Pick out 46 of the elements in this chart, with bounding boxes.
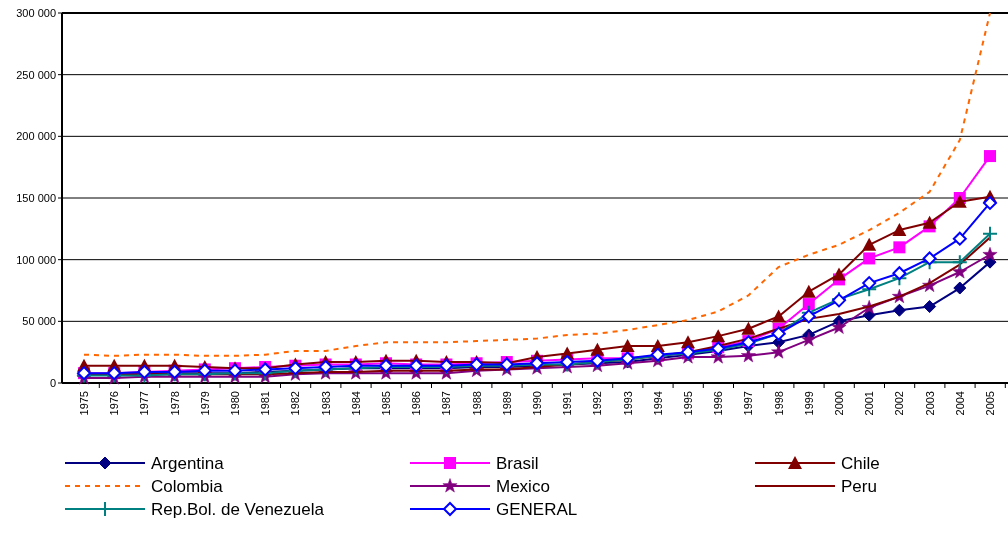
x-tick-label: 2000 [833, 391, 845, 416]
x-tick-label: 1983 [319, 391, 332, 416]
legend-label: Mexico [496, 476, 550, 496]
legend-label: GENERAL [496, 499, 578, 519]
y-tick-label: 0 [49, 376, 56, 389]
y-tick-label: 150 000 [16, 191, 56, 204]
x-tick-label: 1988 [470, 391, 483, 416]
x-tick-label: 1993 [621, 391, 634, 416]
y-tick-label: 50 000 [22, 315, 56, 328]
x-tick-label: 2004 [953, 391, 966, 416]
legend-label: Brasil [496, 453, 539, 473]
x-tick-label: 1986 [410, 391, 423, 416]
legend-label: Rep.Bol. de Venezuela [151, 499, 325, 519]
y-tick-label: 250 000 [16, 68, 56, 81]
legend-label: Colombia [151, 476, 224, 496]
y-tick-label: 200 000 [16, 130, 56, 143]
x-tick-label: 1991 [561, 391, 574, 416]
x-tick-label: 1981 [259, 391, 272, 416]
x-tick-label: 1990 [531, 391, 543, 416]
x-tick-label: 1984 [349, 391, 362, 416]
x-tick-label: 1999 [802, 391, 815, 416]
x-tick-label: 1982 [289, 391, 302, 416]
x-tick-label: 1978 [168, 391, 181, 416]
x-tick-label: 2003 [923, 391, 936, 416]
legend-label: Argentina [151, 453, 225, 473]
x-tick-label: 2001 [863, 391, 876, 416]
x-tick-label: 1975 [78, 391, 90, 416]
x-tick-label: 1989 [500, 391, 513, 416]
y-tick-label: 100 000 [16, 253, 56, 266]
x-tick-label: 1997 [742, 391, 755, 416]
x-tick-label: 1995 [682, 391, 694, 416]
legend-label: Peru [841, 476, 877, 496]
y-tick-label: 300 000 [16, 6, 56, 19]
legend-label: Chile [841, 453, 880, 473]
x-tick-label: 2002 [893, 391, 906, 416]
x-tick-label: 1980 [229, 391, 241, 416]
x-tick-label: 1985 [380, 391, 392, 416]
x-tick-label: 1998 [772, 391, 785, 416]
x-tick-label: 1994 [651, 391, 664, 416]
x-tick-label: 1977 [138, 391, 151, 416]
x-tick-label: 1992 [591, 391, 604, 416]
x-tick-label: 1987 [440, 391, 453, 416]
x-tick-label: 1996 [712, 391, 725, 416]
x-tick-label: 1979 [198, 391, 211, 416]
x-tick-label: 1976 [108, 391, 121, 416]
x-tick-label: 2005 [984, 391, 996, 416]
